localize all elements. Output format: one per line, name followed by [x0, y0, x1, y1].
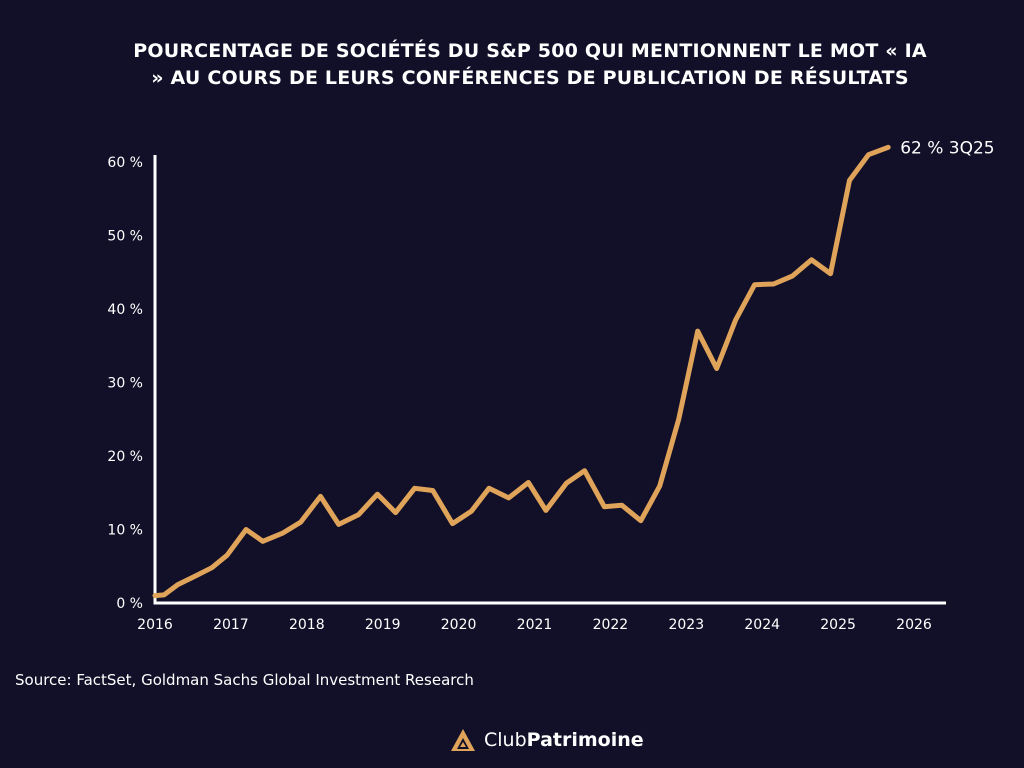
x-tick-label: 2019: [365, 617, 401, 633]
brand-name-bold: Patrimoine: [526, 729, 644, 751]
x-tick-label: 2024: [744, 617, 780, 633]
brand-name: ClubPatrimoine: [484, 729, 644, 751]
end-value-label: 62 % 3Q25: [900, 138, 994, 158]
chart-title-line-1: POURCENTAGE DE SOCIÉTÉS DU S&P 500 QUI M…: [133, 40, 927, 62]
chart-title-line-2: » AU COURS DE LEURS CONFÉRENCES DE PUBLI…: [151, 67, 909, 89]
chart-title: POURCENTAGE DE SOCIÉTÉS DU S&P 500 QUI M…: [100, 38, 960, 92]
brand-logo: ClubPatrimoine: [450, 726, 644, 754]
x-tick-label: 2023: [668, 617, 704, 633]
y-tick-label: 0 %: [116, 596, 143, 612]
x-tick-label: 2018: [289, 617, 325, 633]
y-tick-label: 30 %: [107, 376, 143, 392]
x-tick-label: 2025: [820, 617, 856, 633]
y-tick-label: 10 %: [107, 523, 143, 539]
x-tick-label: 2020: [441, 617, 477, 633]
y-tick-label: 50 %: [107, 229, 143, 245]
x-tick-label: 2022: [593, 617, 629, 633]
y-tick-label: 20 %: [107, 449, 143, 465]
triangle-logo-icon: [451, 729, 475, 751]
x-tick-label: 2016: [137, 617, 173, 633]
source-note: Source: FactSet, Goldman Sachs Global In…: [15, 671, 474, 689]
brand-name-light: Club: [484, 729, 527, 751]
series-line: [152, 144, 891, 599]
y-tick-label: 40 %: [107, 302, 143, 318]
x-tick-label: 2017: [213, 617, 249, 633]
x-tick-label: 2026: [896, 617, 932, 633]
x-tick-label: 2021: [517, 617, 553, 633]
y-tick-label: 60 %: [107, 155, 143, 171]
